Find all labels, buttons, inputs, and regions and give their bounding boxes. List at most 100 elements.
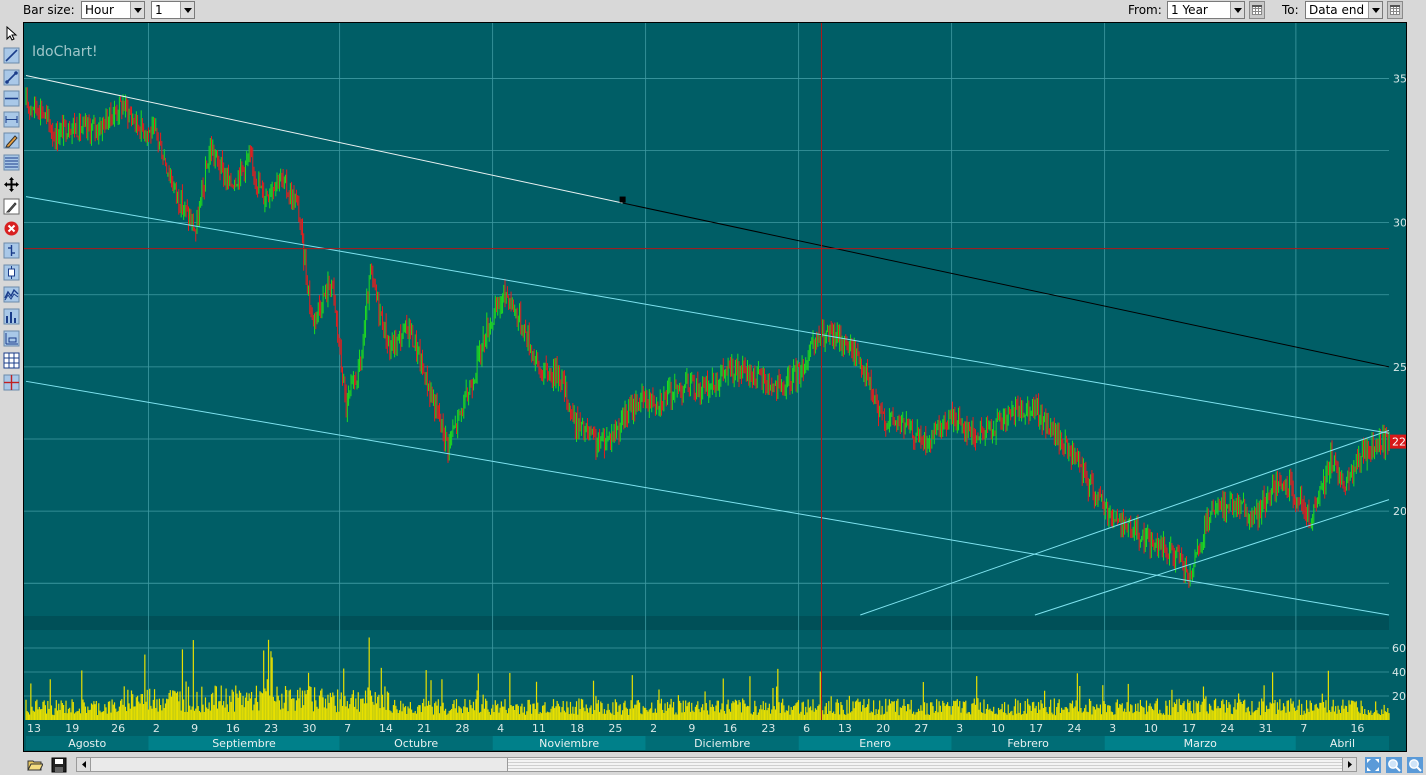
day-tick-label: 10 <box>1144 722 1158 735</box>
crosshair-tool-icon[interactable] <box>2 373 21 392</box>
day-tick-label: 3 <box>1109 722 1116 735</box>
delete-tool-icon[interactable] <box>2 219 21 238</box>
volume-tick-label: 600K <box>1392 642 1406 655</box>
chevron-down-icon[interactable] <box>180 2 194 18</box>
watermark: IdoChart! <box>32 44 98 60</box>
day-tick-label: 20 <box>876 722 890 735</box>
day-tick-label: 27 <box>914 722 928 735</box>
to-value: Data end <box>1309 3 1365 17</box>
grid-tool-icon[interactable] <box>2 351 21 370</box>
chart-canvas[interactable]: 3500300025002000600K400K200K131926291623… <box>24 23 1406 751</box>
volume-tick-label: 200K <box>1392 690 1406 703</box>
segment-tool-icon[interactable] <box>2 68 21 87</box>
scroll-thumb[interactable] <box>507 758 1342 771</box>
price-chart[interactable]: 3500300025002000600K400K200K131926291623… <box>23 22 1407 752</box>
zoom-in-icon[interactable] <box>1385 756 1403 774</box>
to-calendar-icon[interactable] <box>1387 1 1403 19</box>
trendline <box>25 196 1390 434</box>
day-tick-label: 6 <box>803 722 810 735</box>
from-select[interactable]: 1 Year <box>1167 1 1245 19</box>
month-label: Septiembre <box>212 737 276 750</box>
price-panel <box>24 23 1406 616</box>
day-tick-label: 3 <box>956 722 963 735</box>
bar-size-value: Hour <box>85 3 114 17</box>
month-label: Marzo <box>1184 737 1218 750</box>
measure-tool-icon[interactable] <box>2 110 21 129</box>
month-label: Abril <box>1330 737 1355 750</box>
bar-size-label: Bar size: <box>23 3 75 17</box>
month-band <box>1104 736 1296 750</box>
day-tick-label: 13 <box>27 722 41 735</box>
month-band <box>148 736 340 750</box>
line-tool-icon[interactable] <box>2 46 21 65</box>
chevron-down-icon[interactable] <box>1368 2 1382 18</box>
candle-style-tool-icon[interactable] <box>2 263 21 282</box>
top-toolbar: Bar size: Hour 1 From: 1 Year To: Data e… <box>0 0 1426 22</box>
axis-labels: 3500300025002000600K400K200K131926291623… <box>26 72 1406 750</box>
indicator-tool-icon[interactable] <box>2 329 21 348</box>
day-tick-label: 16 <box>1350 722 1364 735</box>
zoom-out-icon[interactable] <box>1406 756 1424 774</box>
trendline <box>25 380 1390 616</box>
fit-zoom-icon[interactable] <box>1364 756 1382 774</box>
horizontal-line-tool-icon[interactable] <box>2 89 21 108</box>
chevron-down-icon[interactable] <box>130 2 144 18</box>
edit-tool-icon[interactable] <box>2 197 21 216</box>
month-band <box>26 736 149 750</box>
day-tick-label: 2 <box>650 722 657 735</box>
pencil-tool-icon[interactable] <box>2 131 21 150</box>
bar-style-tool-icon[interactable] <box>2 241 21 260</box>
chevron-down-icon[interactable] <box>1230 2 1244 18</box>
price-tick-label: 3500 <box>1393 72 1406 85</box>
month-band <box>492 736 646 750</box>
trendline <box>25 75 623 204</box>
day-tick-label: 24 <box>1067 722 1081 735</box>
fibonacci-tool-icon[interactable] <box>2 153 21 172</box>
month-label: Agosto <box>68 737 106 750</box>
last-price-tag: 2241 <box>1390 434 1406 449</box>
day-tick-label: 14 <box>379 722 393 735</box>
scroll-left-icon[interactable] <box>77 758 91 771</box>
day-tick-label: 9 <box>688 722 695 735</box>
price-tick-label: 3000 <box>1393 217 1406 230</box>
month-band <box>645 736 799 750</box>
day-tick-label: 9 <box>191 722 198 735</box>
open-folder-icon[interactable] <box>26 756 44 774</box>
horizontal-scrollbar[interactable] <box>76 757 1357 772</box>
day-tick-label: 31 <box>1259 722 1273 735</box>
line-style-tool-icon[interactable] <box>2 285 21 304</box>
scroll-right-icon[interactable] <box>1342 758 1356 771</box>
month-label: Noviembre <box>539 737 599 750</box>
trendline <box>860 429 1390 616</box>
day-tick-label: 30 <box>302 722 316 735</box>
volume-tool-icon[interactable] <box>2 307 21 326</box>
volume-tick-label: 400K <box>1392 666 1406 679</box>
day-tick-label: 7 <box>1300 722 1307 735</box>
from-label: From: <box>1128 3 1162 17</box>
last-price-tag-box <box>1390 434 1406 449</box>
bar-size-multiplier-select[interactable]: 1 <box>151 1 195 19</box>
price-bars <box>25 87 1390 588</box>
day-tick-label: 16 <box>723 722 737 735</box>
day-tick-label: 28 <box>455 722 469 735</box>
month-label: Diciembre <box>694 737 750 750</box>
cursor-tool-icon[interactable] <box>2 24 21 43</box>
trendlines[interactable] <box>25 75 1390 616</box>
month-band <box>951 736 1105 750</box>
to-select[interactable]: Data end <box>1305 1 1383 19</box>
bar-size-select[interactable]: Hour <box>81 1 145 19</box>
day-tick-label: 25 <box>608 722 622 735</box>
day-tick-label: 16 <box>226 722 240 735</box>
month-band <box>339 736 493 750</box>
grid <box>24 23 1389 720</box>
day-tick-label: 13 <box>838 722 852 735</box>
trendline-anchor-handle <box>619 196 626 203</box>
month-label: Febrero <box>1007 737 1049 750</box>
drawing-tools <box>0 22 22 752</box>
from-value: 1 Year <box>1171 3 1208 17</box>
move-tool-icon[interactable] <box>2 175 21 194</box>
panel-separator <box>24 616 1406 630</box>
from-calendar-icon[interactable] <box>1249 1 1265 19</box>
save-icon[interactable] <box>50 756 68 774</box>
day-tick-label: 19 <box>65 722 79 735</box>
